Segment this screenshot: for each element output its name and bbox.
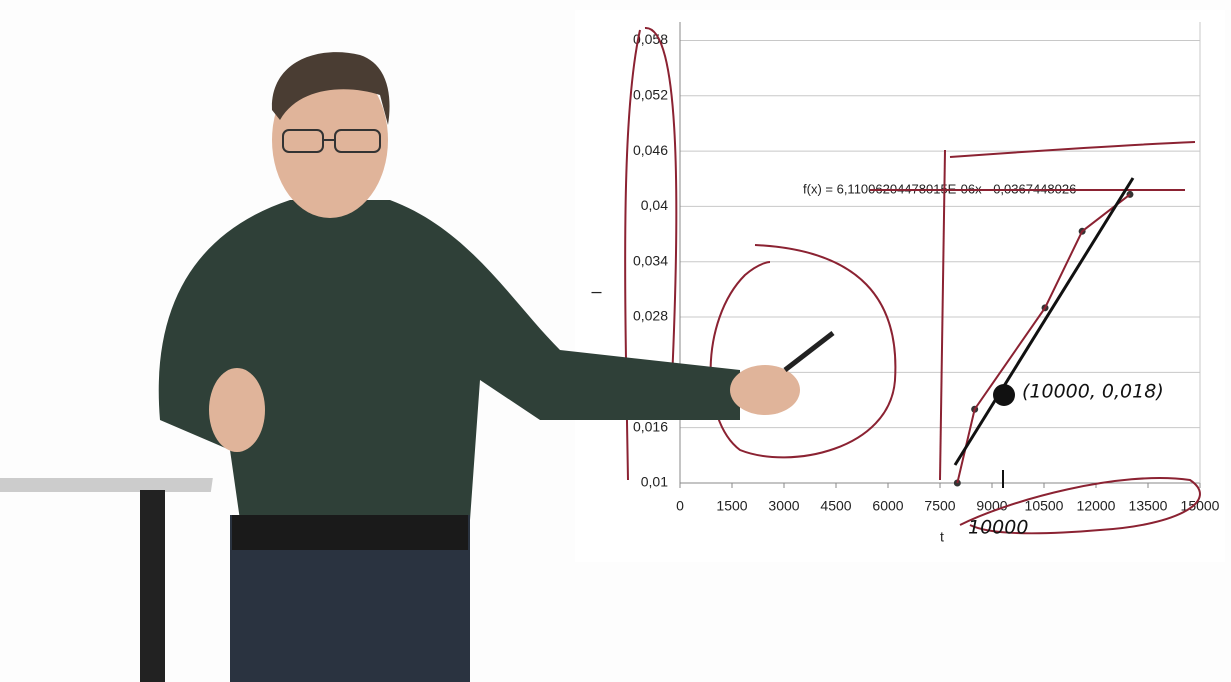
ink-divider (939, 149, 946, 481)
x-tick-label: 10500 (1025, 498, 1064, 514)
y-tick-label: 0,034 (633, 252, 668, 268)
ink-ellipse (959, 477, 1201, 535)
x-tick-label: 9000 (976, 498, 1007, 514)
y-tick-label: 0,01 (641, 474, 668, 490)
hand (730, 365, 800, 415)
x-tick-label: 4500 (820, 498, 851, 514)
belt (232, 515, 468, 550)
hand (209, 368, 265, 452)
x-tick-label: 6000 (872, 498, 903, 514)
y-tick-label: 0,058 (633, 31, 668, 47)
x-tick-label: 13500 (1129, 498, 1168, 514)
pointer (783, 331, 835, 372)
y-axis-label: l (589, 291, 605, 294)
ink-circle (709, 244, 897, 459)
annotation: 10000 (968, 517, 1028, 539)
glasses (282, 129, 381, 153)
ink (624, 26, 1201, 535)
chart-panel (575, 10, 1225, 562)
y-tick-label: 0,04 (641, 197, 668, 213)
x-tick-label: 1500 (716, 498, 747, 514)
trend-line (953, 177, 1135, 466)
x-tick-label: 12000 (1077, 498, 1116, 514)
trendline-label: f(x) = 6,11006204478015E-06x - 0,0367448… (803, 181, 1076, 196)
lectern-pole (140, 490, 165, 682)
y-tick-label: 0,016 (633, 418, 668, 434)
y-tick-label: 0,028 (633, 308, 668, 324)
x-tick-label: 3000 (768, 498, 799, 514)
data-line (956, 193, 1131, 484)
annotation: (10000, 0,018) (1022, 381, 1164, 403)
x-tick-label: 7500 (924, 498, 955, 514)
hair (271, 52, 390, 125)
highlight-point (993, 384, 1015, 406)
shirt (158, 200, 741, 520)
x-axis-label: t (940, 529, 944, 545)
lecturer (0, 52, 835, 682)
x-tick-label: 0 (676, 498, 684, 514)
lectern-top (0, 478, 213, 492)
y-tick-label: 0,046 (633, 142, 668, 158)
x-tick-label: 15000 (1181, 498, 1220, 514)
y-tick-label: 0,052 (633, 86, 668, 102)
ink-stroke (949, 141, 1196, 158)
